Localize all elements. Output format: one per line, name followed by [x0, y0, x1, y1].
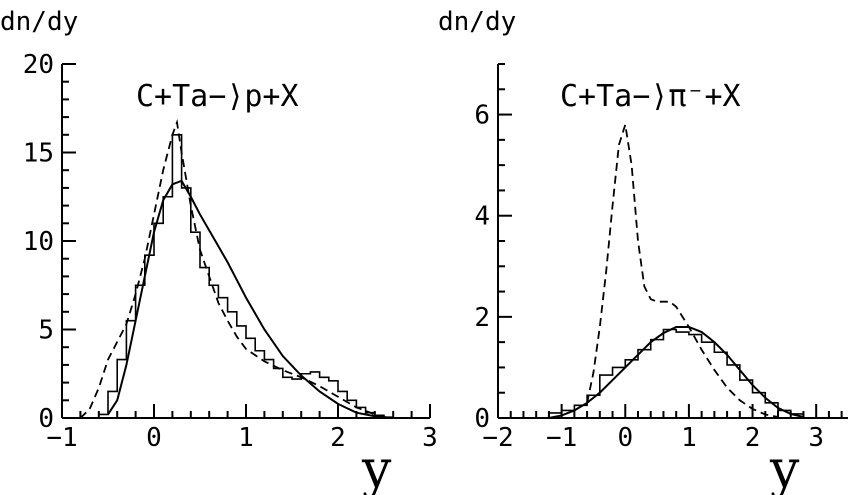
y-tick-label: 10: [23, 227, 54, 257]
y-tick-label: 0: [474, 404, 490, 434]
y-axis-label: dn/dy: [0, 7, 78, 37]
x-tick-label: −2: [482, 423, 513, 453]
dashed-curve: [79, 118, 376, 419]
y-tick-label: 5: [38, 316, 54, 346]
panel-pion: −2 −1 0 1 2 3 0 2 4 6 dn/dy C+Ta−⟩π⁻+X y: [438, 7, 848, 495]
solid-curve: [548, 325, 804, 419]
y-tick-label: 4: [474, 202, 490, 232]
y-tick-label: 2: [474, 303, 490, 333]
y-tick-label: 6: [474, 101, 490, 131]
y-axis-label: dn/dy: [438, 7, 516, 37]
x-tick-label: 2: [330, 423, 346, 453]
x-tick-label: 3: [422, 423, 438, 453]
x-axis-label: y: [361, 440, 392, 495]
histogram-data: [98, 134, 394, 418]
x-tick-label: 1: [681, 423, 697, 453]
y-tick-label: 0: [38, 404, 54, 434]
histogram-data: [548, 328, 805, 418]
x-tick-label: 2: [745, 423, 761, 453]
x-tick-label: −1: [46, 423, 77, 453]
dashed-curve: [586, 124, 779, 418]
x-tick-label: 1: [238, 423, 254, 453]
solid-curve: [107, 179, 394, 419]
panel-title: C+Ta−⟩p+X: [136, 79, 299, 114]
x-tick-label: 0: [617, 423, 633, 453]
x-tick-label: 3: [808, 423, 824, 453]
x-tick-label: −1: [546, 423, 577, 453]
panel-title: C+Ta−⟩π⁻+X: [560, 79, 741, 114]
y-tick-label: 20: [23, 50, 54, 80]
y-tick-label: 15: [23, 139, 54, 169]
x-axis-label: y: [769, 440, 800, 495]
x-tick-label: 0: [146, 423, 162, 453]
